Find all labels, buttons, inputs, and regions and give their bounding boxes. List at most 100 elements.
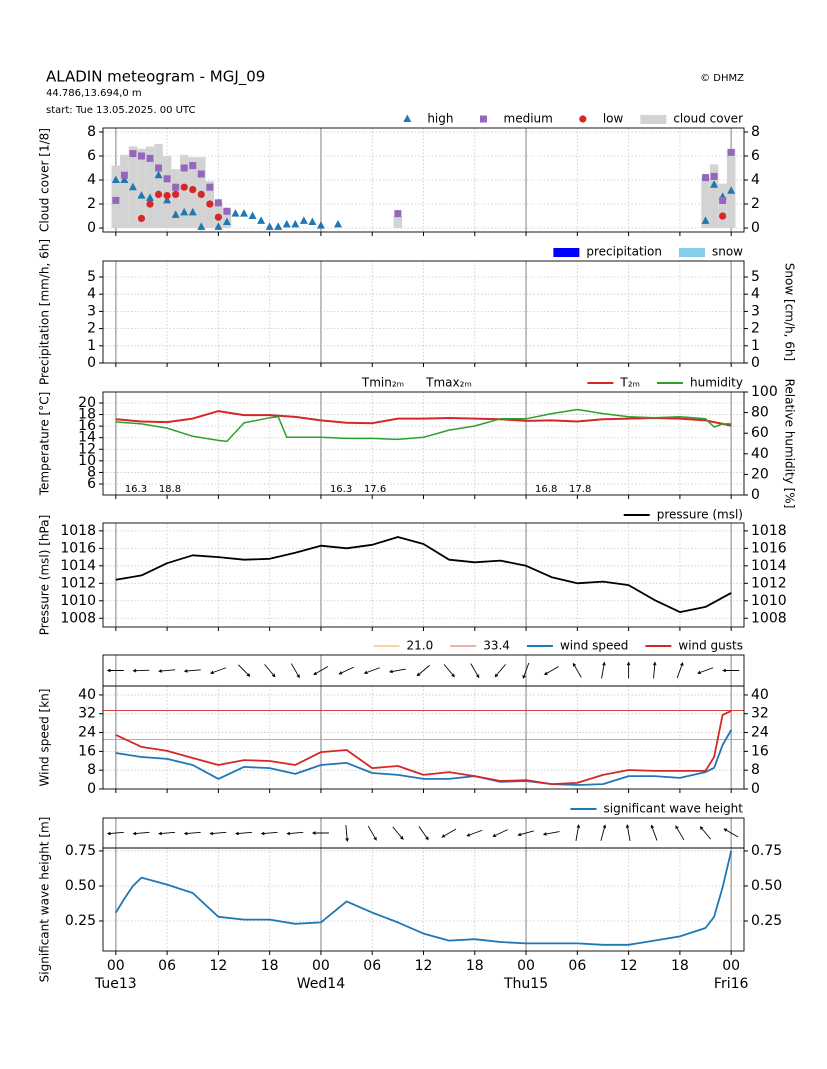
day-label: Thu15	[503, 976, 548, 992]
direction-arrow	[470, 663, 480, 679]
x-tick-label: 12	[415, 958, 433, 974]
direction-arrow	[264, 664, 276, 678]
direction-arrow	[492, 829, 508, 837]
x-tick-label: 12	[209, 958, 227, 974]
y-axis-label: Significant wave height [m]	[38, 817, 52, 983]
direction-arrow	[209, 667, 227, 675]
x-tick-label: 00	[107, 958, 125, 974]
direction-arrow	[345, 824, 349, 842]
y-tick-label: 20	[78, 395, 96, 411]
legend-marker	[579, 115, 587, 123]
y2-tick-label: 0	[751, 487, 760, 503]
cloud-point	[316, 221, 325, 229]
direction-arrow	[572, 662, 582, 678]
cloud-point	[163, 192, 171, 200]
direction-arrow	[625, 824, 631, 841]
title: ALADIN meteogram - MGJ_09	[46, 68, 265, 87]
direction-arrow	[650, 824, 658, 841]
cloud-point	[701, 216, 710, 224]
direction-arrow	[675, 825, 685, 841]
direction-arrow	[132, 831, 150, 836]
y2-tick-label: 60	[751, 425, 769, 441]
legend-label: significant wave height	[604, 802, 744, 816]
direction-arrow	[286, 831, 304, 836]
y2-tick-label: 4	[751, 286, 760, 302]
y2-tick-label: 40	[751, 446, 769, 462]
y2-tick-label: 8	[751, 762, 760, 778]
cloud-point	[128, 182, 137, 191]
x-tick-label: 06	[363, 958, 381, 974]
start-time: start: Tue 13.05.2025. 00 UTC	[46, 105, 195, 116]
cloud-point	[702, 174, 710, 182]
x-tick-label: 18	[671, 958, 689, 974]
series-line	[115, 850, 733, 946]
series-line	[115, 410, 732, 427]
cloud-point	[172, 183, 180, 191]
tmax-header: Tmax₂ₘ	[425, 376, 472, 390]
cloud-point	[188, 207, 197, 216]
x-tick-label: 12	[620, 958, 638, 974]
legend-label: 21.0	[407, 639, 434, 653]
cloud-point	[257, 216, 266, 224]
cloud-point	[282, 219, 291, 228]
direction-arrow	[363, 667, 380, 675]
direction-arrow	[443, 664, 455, 678]
y-tick-label: 1016	[60, 540, 96, 556]
y2-axis-label: Relative humidity [%]	[783, 379, 797, 509]
x-tick-label: 06	[158, 958, 176, 974]
cloud-point	[137, 152, 145, 160]
direction-arrow	[392, 826, 404, 840]
y-tick-label: 1010	[60, 593, 96, 609]
cloud-point	[727, 148, 735, 156]
cloud-point	[240, 209, 249, 217]
y2-tick-label: 1014	[751, 558, 787, 574]
y-tick-label: 2	[87, 196, 96, 212]
direction-arrow	[494, 664, 506, 678]
y-tick-label: 0	[87, 781, 96, 797]
direction-arrow	[697, 667, 714, 675]
cloud-point	[394, 210, 402, 218]
cloud-point	[180, 183, 188, 191]
y-tick-label: 0	[87, 220, 96, 236]
cloud-point	[206, 183, 214, 191]
y2-tick-label: 8	[751, 124, 760, 140]
direction-arrow	[601, 661, 606, 679]
x-tick-label: 18	[261, 958, 279, 974]
y2-tick-label: 80	[751, 405, 769, 421]
cloud-point	[163, 195, 172, 204]
legend-swatch	[678, 248, 705, 257]
y-tick-label: 18	[78, 407, 96, 423]
cloud-point	[146, 200, 154, 208]
tmin-value: 16.8	[535, 484, 557, 495]
day-label: Tue13	[94, 976, 137, 992]
cloud-bar	[120, 154, 129, 229]
legend-label: 33.4	[483, 639, 510, 653]
direction-arrow	[235, 831, 253, 836]
cloud-bar	[709, 164, 719, 229]
y-tick-label: 8	[87, 762, 96, 778]
cloud-point	[120, 171, 128, 179]
cloud-bar	[162, 155, 172, 229]
x-tick-label: 18	[466, 958, 484, 974]
y-tick-label: 1014	[60, 558, 96, 574]
cloud-point	[291, 219, 300, 228]
y2-tick-label: 0.75	[751, 843, 782, 859]
cloud-point	[189, 186, 197, 194]
cloud-point	[719, 196, 727, 204]
y2-tick-label: 2	[751, 321, 760, 337]
cloud-point	[120, 175, 129, 183]
legend-label: cloud cover	[673, 112, 743, 126]
direction-arrow	[723, 828, 739, 838]
y-tick-label: 8	[87, 464, 96, 480]
cloud-point	[206, 200, 214, 208]
y-tick-label: 6	[87, 148, 96, 164]
direction-arrow	[652, 661, 657, 679]
tmin-value: 16.3	[125, 484, 147, 495]
y2-tick-label: 16	[751, 743, 769, 759]
y-axis-label: Temperature [°C]	[38, 392, 52, 497]
y-tick-label: 8	[87, 124, 96, 140]
x-tick-label: 00	[312, 958, 330, 974]
direction-arrow	[416, 665, 430, 677]
y2-tick-label: 1018	[751, 523, 787, 539]
